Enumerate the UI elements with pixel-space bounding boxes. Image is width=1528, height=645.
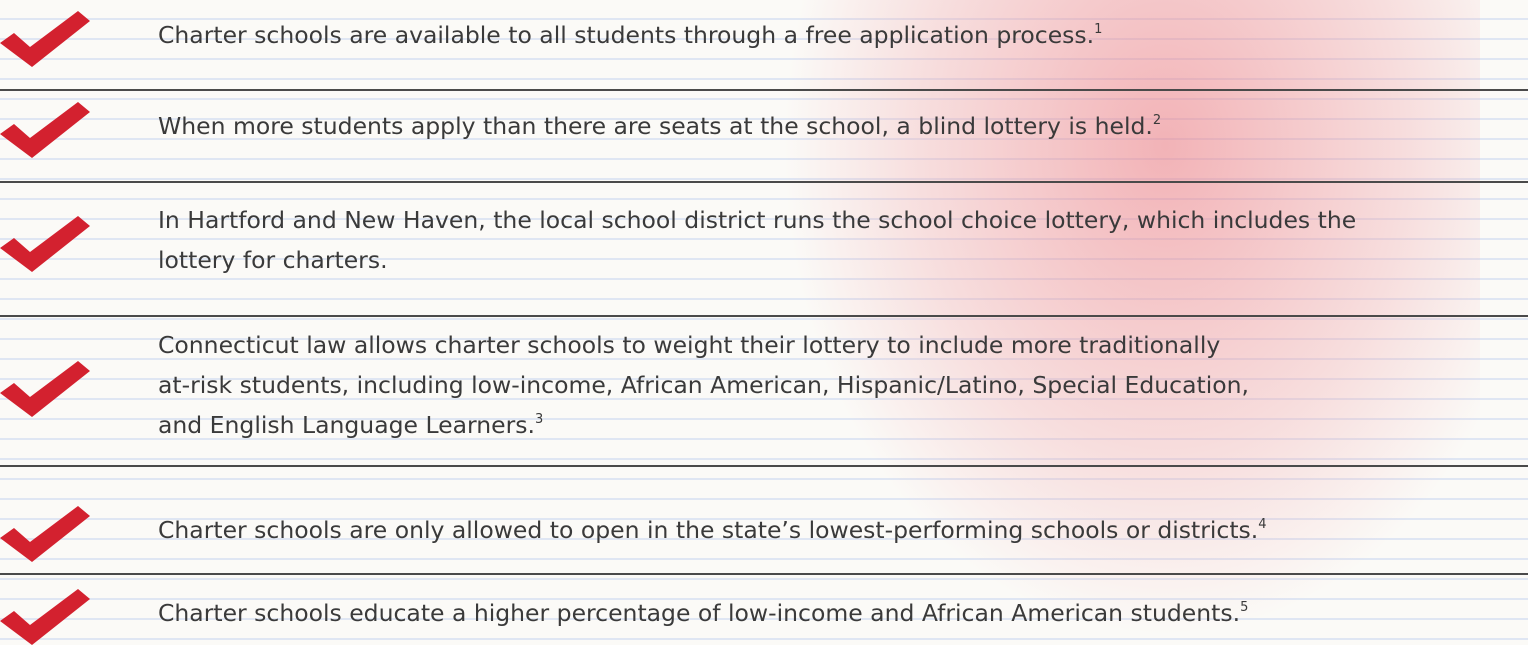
footnote-ref: 2 xyxy=(1153,113,1161,128)
check-shape xyxy=(0,506,90,562)
text-line: Charter schools educate a higher percent… xyxy=(158,599,1240,627)
footnote-ref: 1 xyxy=(1094,22,1102,37)
item-text: Charter schools educate a higher percent… xyxy=(158,593,1248,633)
separator xyxy=(0,465,1528,467)
text-line: Connecticut law allows charter schools t… xyxy=(158,331,1220,359)
item-text: Connecticut law allows charter schools t… xyxy=(158,325,1249,445)
checklist-item: Charter schools are available to all stu… xyxy=(0,15,1528,55)
check-icon xyxy=(0,100,92,158)
check-shape xyxy=(0,102,90,158)
checklist-item: Charter schools educate a higher percent… xyxy=(0,593,1528,633)
checklist-item: Connecticut law allows charter schools t… xyxy=(0,325,1528,445)
checklist-item: Charter schools are only allowed to open… xyxy=(0,510,1528,550)
check-shape xyxy=(0,361,90,417)
text-line: at-risk students, including low-income, … xyxy=(158,371,1249,399)
check-shape xyxy=(0,11,90,67)
item-text: In Hartford and New Haven, the local sch… xyxy=(158,200,1356,280)
separator xyxy=(0,181,1528,183)
item-text: When more students apply than there are … xyxy=(158,106,1161,146)
item-text: Charter schools are available to all stu… xyxy=(158,15,1102,55)
separator xyxy=(0,573,1528,575)
footnote-ref: 5 xyxy=(1240,600,1248,615)
check-icon xyxy=(0,587,92,645)
checklist-item: In Hartford and New Haven, the local sch… xyxy=(0,200,1528,280)
check-shape xyxy=(0,589,90,645)
page: Charter schools are available to all stu… xyxy=(0,0,1528,644)
text-line: Charter schools are available to all stu… xyxy=(158,21,1094,49)
footnote-ref: 4 xyxy=(1258,517,1266,532)
text-line: and English Language Learners. xyxy=(158,411,535,439)
checklist-item: When more students apply than there are … xyxy=(0,106,1528,146)
text-line: In Hartford and New Haven, the local sch… xyxy=(158,206,1356,234)
check-icon xyxy=(0,9,92,67)
separator xyxy=(0,89,1528,91)
check-icon xyxy=(0,504,92,562)
check-shape xyxy=(0,216,90,272)
text-line: When more students apply than there are … xyxy=(158,112,1153,140)
text-line: lottery for charters. xyxy=(158,246,388,274)
item-text: Charter schools are only allowed to open… xyxy=(158,510,1267,550)
check-icon xyxy=(0,214,92,272)
footnote-ref: 3 xyxy=(535,412,543,427)
separator xyxy=(0,315,1528,317)
check-icon xyxy=(0,359,92,417)
text-line: Charter schools are only allowed to open… xyxy=(158,516,1258,544)
